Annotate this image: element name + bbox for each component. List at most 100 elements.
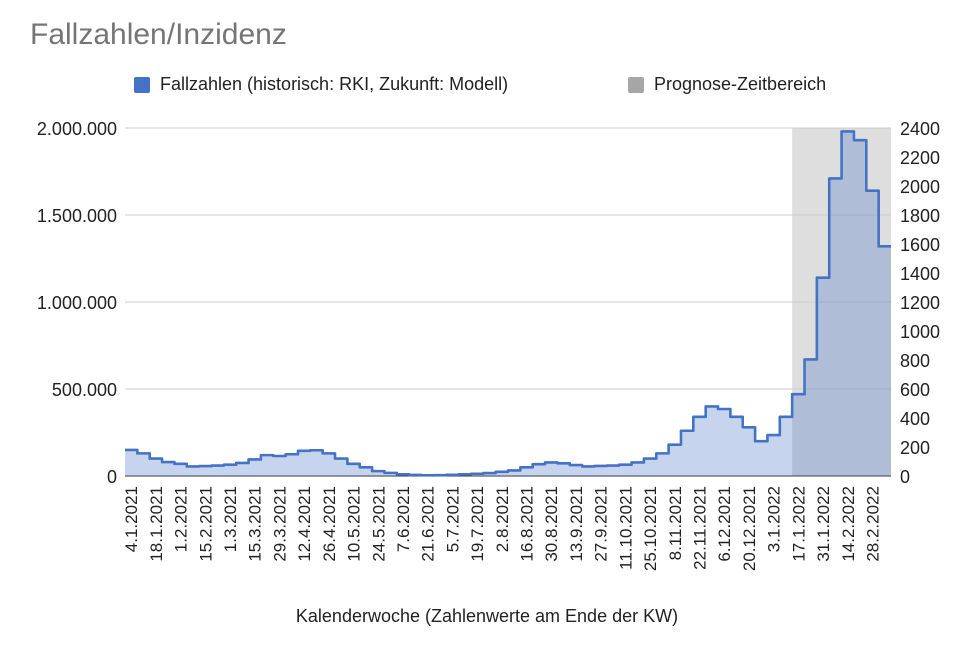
x-tick-label: 12.4.2021 bbox=[295, 486, 314, 562]
x-tick-label: 2.8.2021 bbox=[493, 486, 512, 552]
data-point[interactable] bbox=[783, 414, 789, 420]
data-point[interactable] bbox=[388, 470, 394, 476]
legend-label-prognose: Prognose-Zeitbereich bbox=[654, 74, 827, 94]
data-point[interactable] bbox=[326, 450, 332, 456]
data-point[interactable] bbox=[820, 275, 826, 281]
legend-item-fallzahlen[interactable]: Fallzahlen (historisch: RKI, Zukunft: Mo… bbox=[134, 74, 508, 95]
data-point[interactable] bbox=[264, 452, 270, 458]
data-point[interactable] bbox=[808, 356, 814, 362]
x-tick-label: 30.8.2021 bbox=[542, 486, 561, 562]
data-point[interactable] bbox=[882, 243, 888, 249]
y-right-tick-label: 600 bbox=[900, 380, 930, 400]
data-point[interactable] bbox=[153, 456, 159, 462]
data-point[interactable] bbox=[437, 472, 443, 478]
data-point[interactable] bbox=[598, 463, 604, 469]
x-tick-label: 11.10.2021 bbox=[616, 486, 635, 570]
x-tick-label: 13.9.2021 bbox=[567, 486, 586, 562]
y-right-tick-label: 200 bbox=[900, 438, 930, 458]
data-point[interactable] bbox=[252, 456, 258, 462]
data-point[interactable] bbox=[165, 459, 171, 465]
y-left-tick-label: 2.000.000 bbox=[37, 119, 117, 139]
series-area-fallzahlen bbox=[125, 131, 891, 477]
data-point[interactable] bbox=[857, 137, 863, 143]
data-point[interactable] bbox=[239, 460, 245, 466]
x-tick-label: 24.5.2021 bbox=[369, 486, 388, 562]
x-tick-label: 1.2.2021 bbox=[172, 486, 191, 552]
data-point[interactable] bbox=[190, 463, 196, 469]
data-point[interactable] bbox=[734, 414, 740, 420]
data-point[interactable] bbox=[709, 403, 715, 409]
data-point[interactable] bbox=[202, 463, 208, 469]
data-point[interactable] bbox=[486, 470, 492, 476]
y-right-axis: 0 200 400 600 800 1000 1200 1400 1600 1800 2000 220… bbox=[900, 119, 940, 487]
data-point[interactable] bbox=[375, 468, 381, 474]
data-point[interactable] bbox=[647, 456, 653, 462]
y-left-tick-label: 0 bbox=[107, 467, 117, 487]
legend-swatch-fallzahlen bbox=[134, 76, 150, 93]
data-point[interactable] bbox=[412, 472, 418, 478]
y-right-tick-label: 1000 bbox=[900, 322, 940, 342]
data-point[interactable] bbox=[869, 188, 875, 194]
data-point[interactable] bbox=[795, 391, 801, 397]
data-point[interactable] bbox=[746, 424, 752, 430]
y-right-tick-label: 800 bbox=[900, 351, 930, 371]
data-point[interactable] bbox=[524, 464, 530, 470]
x-tick-label: 27.9.2021 bbox=[592, 486, 611, 562]
x-tick-label: 5.7.2021 bbox=[443, 486, 462, 552]
data-point[interactable] bbox=[659, 450, 665, 456]
plot-area: 0 500.000 1.000.000 1.500.000 2.000.000 0 200… bbox=[37, 119, 940, 571]
data-point[interactable] bbox=[561, 460, 567, 466]
y-right-tick-label: 1600 bbox=[900, 235, 940, 255]
data-point[interactable] bbox=[832, 175, 838, 181]
data-point[interactable] bbox=[511, 467, 517, 473]
data-point[interactable] bbox=[697, 414, 703, 420]
x-tick-label: 4.1.2021 bbox=[122, 486, 141, 552]
data-point[interactable] bbox=[548, 459, 554, 465]
x-tick-label: 18.1.2021 bbox=[147, 486, 166, 562]
data-point[interactable] bbox=[276, 453, 282, 459]
x-tick-label: 6.12.2021 bbox=[715, 486, 734, 562]
data-point[interactable] bbox=[351, 461, 357, 467]
data-point[interactable] bbox=[425, 472, 431, 478]
data-point[interactable] bbox=[499, 469, 505, 475]
data-point[interactable] bbox=[635, 459, 641, 465]
data-point[interactable] bbox=[400, 471, 406, 477]
data-point[interactable] bbox=[227, 462, 233, 468]
y-left-axis: 0 500.000 1.000.000 1.500.000 2.000.000 bbox=[37, 119, 117, 487]
data-point[interactable] bbox=[771, 432, 777, 438]
data-point[interactable] bbox=[536, 461, 542, 467]
data-point[interactable] bbox=[610, 463, 616, 469]
data-point[interactable] bbox=[178, 461, 184, 467]
data-point[interactable] bbox=[622, 462, 628, 468]
data-point[interactable] bbox=[215, 463, 221, 469]
data-point[interactable] bbox=[449, 472, 455, 478]
data-point[interactable] bbox=[721, 406, 727, 412]
data-point[interactable] bbox=[672, 442, 678, 448]
data-point[interactable] bbox=[363, 464, 369, 470]
data-point[interactable] bbox=[684, 428, 690, 434]
x-tick-label: 15.2.2021 bbox=[196, 486, 215, 562]
data-point[interactable] bbox=[128, 447, 134, 453]
data-point[interactable] bbox=[845, 128, 851, 134]
data-point[interactable] bbox=[338, 456, 344, 462]
x-tick-label: 8.11.2021 bbox=[666, 486, 685, 560]
y-left-tick-label: 1.500.000 bbox=[37, 206, 117, 226]
x-tick-label: 15.3.2021 bbox=[246, 486, 265, 562]
data-point[interactable] bbox=[141, 450, 147, 456]
y-right-tick-label: 1400 bbox=[900, 264, 940, 284]
x-tick-label: 22.11.2021 bbox=[691, 486, 710, 570]
data-point[interactable] bbox=[585, 463, 591, 469]
legend-item-prognose[interactable]: Prognose-Zeitbereich bbox=[628, 74, 826, 95]
data-point[interactable] bbox=[573, 462, 579, 468]
data-point[interactable] bbox=[758, 438, 764, 444]
x-tick-label: 16.8.2021 bbox=[518, 486, 537, 562]
data-point[interactable] bbox=[301, 448, 307, 454]
data-point[interactable] bbox=[314, 447, 320, 453]
series-line-fallzahlen bbox=[125, 130, 891, 477]
data-point[interactable] bbox=[474, 471, 480, 477]
series-area-group bbox=[125, 128, 891, 478]
data-point[interactable] bbox=[462, 471, 468, 477]
x-tick-label: 17.1.2022 bbox=[789, 486, 808, 562]
data-point[interactable] bbox=[289, 451, 295, 457]
